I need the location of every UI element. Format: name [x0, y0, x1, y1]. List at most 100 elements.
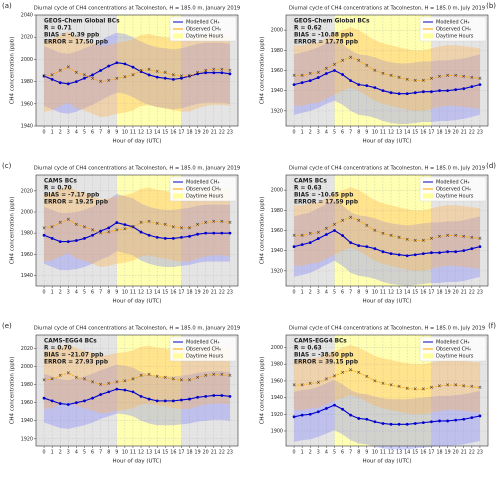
x-tick-label: 2 [59, 450, 62, 456]
legend-swatch [423, 193, 433, 199]
x-tick-label: 5 [83, 290, 86, 296]
x-tick-label: 4 [325, 450, 328, 456]
x-tick-label: 14 [404, 130, 410, 136]
spread-band [44, 32, 230, 114]
point [220, 231, 224, 235]
point [397, 92, 401, 96]
point: × [308, 231, 312, 237]
point: × [50, 224, 54, 230]
legend-box [419, 16, 487, 42]
point [325, 72, 328, 75]
point: × [212, 67, 216, 73]
y-tick-label: 1980 [271, 208, 283, 214]
y-axis-label: CH4 concentration (ppb) [10, 357, 16, 425]
series-line [44, 66, 230, 83]
point [430, 420, 433, 424]
x-tick-label: 5 [83, 450, 86, 456]
point: × [179, 225, 183, 231]
point: × [340, 370, 344, 376]
series-line [294, 216, 480, 241]
point [147, 73, 151, 77]
point [91, 396, 94, 400]
panel: (e) Diurnal cycle of CH4 concentrations a… [2, 322, 240, 465]
point: × [421, 78, 425, 84]
point: × [478, 236, 482, 242]
point: × [163, 375, 167, 381]
point [204, 394, 208, 398]
x-tick-label: 15 [412, 290, 418, 296]
point [155, 399, 159, 403]
x-tick-label: 3 [317, 130, 320, 136]
point [171, 399, 175, 403]
legend-box [169, 336, 237, 362]
series-line [294, 369, 480, 390]
annotation: CAMS BCs [44, 179, 77, 185]
point [107, 64, 111, 68]
point [341, 234, 344, 237]
point: × [115, 379, 119, 385]
annotation: GEOS-Chem Global BCs [294, 19, 370, 25]
point: × [58, 220, 62, 226]
point: × [163, 222, 167, 228]
x-tick-label: 17 [428, 450, 434, 456]
point: × [462, 383, 466, 389]
x-tick-label: 18 [186, 290, 192, 296]
x-tick-label: 1 [301, 130, 304, 136]
y-tick-label: 2020 [21, 346, 33, 352]
point: × [204, 220, 208, 226]
point: × [470, 384, 474, 390]
x-tick-label: 1 [51, 450, 54, 456]
point [438, 251, 441, 255]
x-tick-label: 20 [453, 450, 459, 456]
point [58, 240, 62, 243]
x-tick-label: 3 [67, 450, 70, 456]
y-tick-label: 1960 [271, 378, 283, 384]
x-tick-label: 0 [43, 450, 46, 456]
y-tick-label: 1940 [271, 88, 283, 94]
x-tick-label: 19 [195, 130, 201, 136]
legend-label: Daytime Hours [186, 354, 224, 360]
point: × [147, 67, 151, 73]
point: × [171, 377, 175, 383]
y-tick-label: 1920 [271, 412, 283, 418]
point [75, 80, 78, 83]
x-tick-label: 3 [67, 130, 70, 136]
legend-swatch [423, 33, 433, 39]
point [357, 83, 361, 87]
point: × [204, 68, 208, 74]
y-tick-label: 1980 [271, 48, 283, 54]
point [470, 416, 474, 420]
x-tick-label: 21 [211, 130, 217, 136]
x-tick-label: 19 [445, 450, 451, 456]
point [349, 241, 353, 245]
point [107, 226, 111, 230]
point [438, 419, 441, 423]
point [123, 223, 127, 227]
point [421, 90, 425, 94]
point [212, 71, 216, 75]
x-tick-label: 20 [453, 130, 459, 136]
x-tick-label: 10 [122, 130, 128, 136]
point [58, 81, 62, 85]
plot-frame [35, 14, 239, 127]
point: × [147, 372, 151, 378]
y-tick-label: 2000 [21, 210, 33, 216]
point: × [373, 68, 377, 74]
y-axis-label: CH4 concentration (ppb) [260, 37, 266, 105]
point [341, 73, 344, 76]
x-tick-label: 12 [138, 290, 144, 296]
point: × [42, 74, 46, 80]
y-tick-label: 1940 [21, 418, 33, 424]
point: × [123, 379, 127, 385]
point: × [381, 381, 385, 387]
point: × [445, 383, 449, 389]
y-tick-label: 2000 [271, 188, 283, 194]
point: × [397, 384, 401, 390]
point [446, 250, 449, 254]
x-tick-label: 4 [75, 290, 78, 296]
point: × [66, 65, 70, 71]
x-tick-label: 17 [428, 290, 434, 296]
annotation: R = 0.70 [44, 346, 72, 352]
y-tick-label: 2040 [21, 13, 33, 19]
point: × [131, 377, 135, 383]
